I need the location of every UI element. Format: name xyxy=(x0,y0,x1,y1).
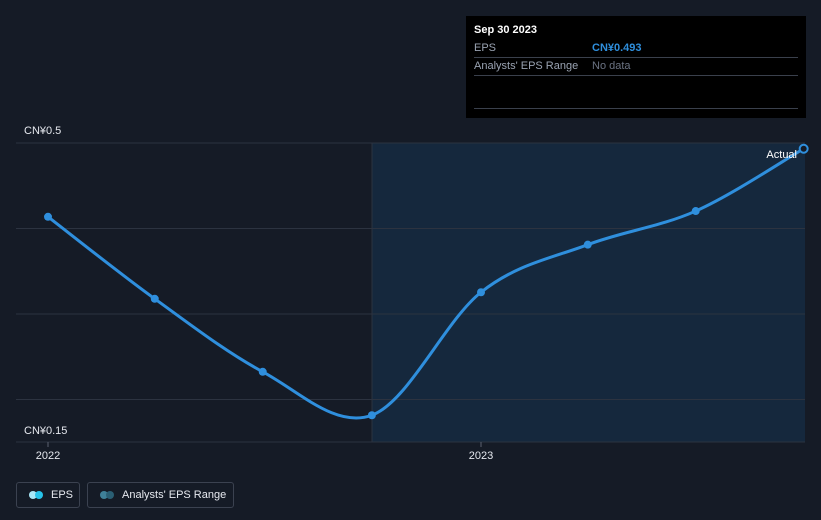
y-tick-label-bottom: CN¥0.15 xyxy=(24,425,67,437)
tooltip-eps-value: CN¥0.493 xyxy=(592,42,642,54)
range-legend-icon xyxy=(100,491,116,499)
eps-point[interactable] xyxy=(798,143,809,154)
eps-point[interactable] xyxy=(44,212,52,221)
legend-range-button[interactable]: Analysts' EPS Range xyxy=(87,482,234,508)
legend-range-label: Analysts' EPS Range xyxy=(122,489,227,501)
eps-point[interactable] xyxy=(367,411,376,420)
legend-eps-button[interactable]: EPS xyxy=(16,482,80,508)
legend-eps-label: EPS xyxy=(51,489,74,501)
eps-data-points xyxy=(44,143,809,420)
eps-point[interactable] xyxy=(150,294,159,303)
eps-point[interactable] xyxy=(583,240,592,249)
tooltip-divider xyxy=(474,108,798,109)
tooltip-row-eps: EPS CN¥0.493 xyxy=(466,40,806,58)
eps-point[interactable] xyxy=(477,288,485,297)
tooltip-divider xyxy=(474,75,798,76)
tooltip-date: Sep 30 2023 xyxy=(474,24,537,36)
x-tick-label: 2022 xyxy=(36,450,60,462)
eps-point[interactable] xyxy=(691,207,700,216)
actual-label: Actual xyxy=(766,149,797,161)
gridlines xyxy=(16,142,805,443)
x-tick-label: 2023 xyxy=(469,450,493,462)
tooltip-row-range: Analysts' EPS Range No data xyxy=(466,58,806,76)
x-axis: 2022 2023 xyxy=(36,442,493,462)
eps-point[interactable] xyxy=(258,367,267,376)
eps-legend-icon xyxy=(29,491,45,499)
tooltip-divider xyxy=(474,57,798,58)
y-tick-label-top: CN¥0.5 xyxy=(24,125,61,137)
tooltip-eps-label: EPS xyxy=(474,42,497,54)
eps-series-line xyxy=(46,147,806,420)
tooltip-range-label: Analysts' EPS Range xyxy=(474,60,579,72)
tooltip-range-value: No data xyxy=(592,60,631,72)
tooltip: Sep 30 2023 EPS CN¥0.493 Analysts' EPS R… xyxy=(466,16,806,118)
